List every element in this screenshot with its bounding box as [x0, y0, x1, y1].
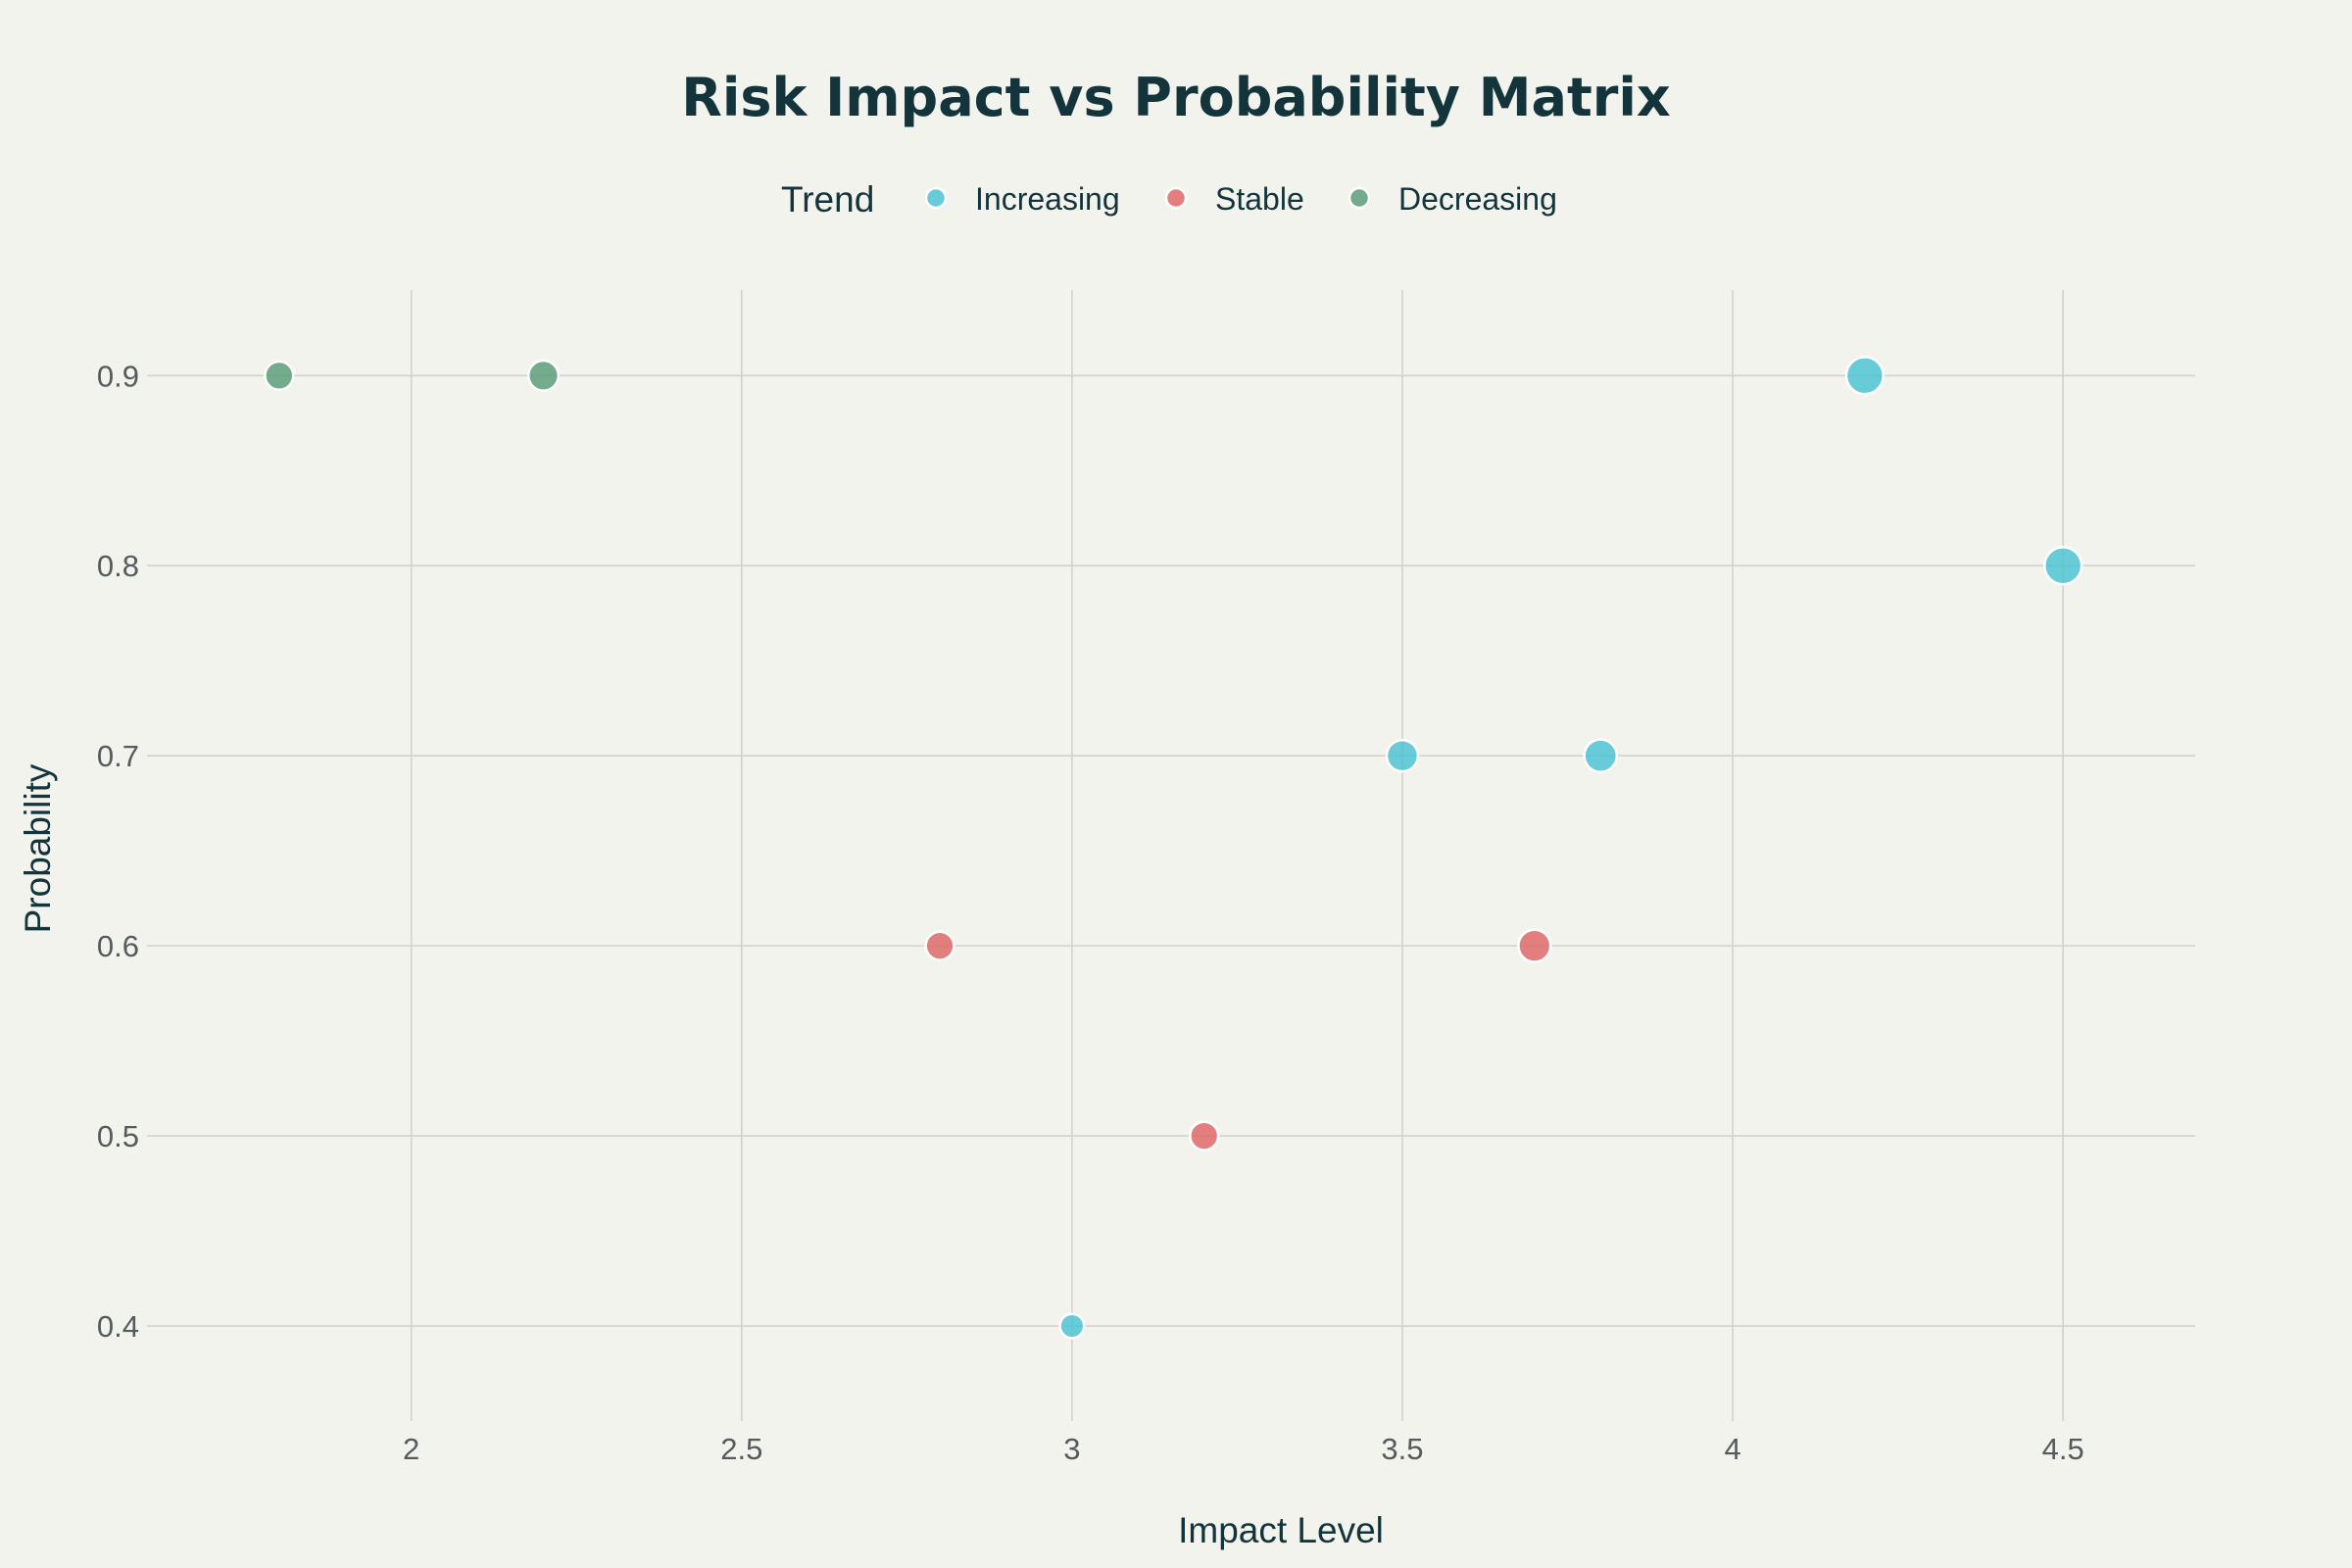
grid-layer [147, 290, 2195, 1421]
legend-item-increasing[interactable]: Increasing [924, 181, 1120, 217]
x-axis-label: Impact Level [1178, 1510, 1384, 1550]
legend-item-decreasing[interactable]: Decreasing [1348, 181, 1557, 217]
x-tick-label: 2 [403, 1432, 419, 1466]
legend-marker [924, 186, 948, 210]
y-tick-label: 0.9 [97, 359, 139, 393]
y-tick-label: 0.8 [97, 549, 139, 583]
data-point [1517, 928, 1552, 963]
legend-label: Stable [1215, 181, 1304, 217]
series-increasing [1058, 356, 2083, 1340]
legend-label: Increasing [975, 181, 1120, 217]
x-tick-label: 4 [1724, 1432, 1740, 1466]
y-axis-label: Probability [18, 763, 58, 933]
legend-marker [1348, 186, 1371, 210]
y-tick-label: 0.6 [97, 929, 139, 963]
legend-item-stable[interactable]: Stable [1164, 181, 1304, 217]
legend: Trend Increasing Stable Decreasing [781, 179, 1557, 220]
chart-title: Risk Impact vs Probability Matrix [681, 67, 1671, 128]
legend-title: Trend [781, 179, 874, 220]
data-point [1844, 356, 1886, 396]
data-point [264, 360, 295, 391]
data-point [526, 359, 561, 392]
data-point [1385, 738, 1420, 773]
data-point [924, 930, 956, 961]
data-point [1583, 738, 1619, 774]
tick-layer: 2 2.5 3 3.5 4 4.5 0.4 0.5 0.6 0.7 0.8 0.9 [97, 359, 2084, 1466]
data-point [2043, 546, 2083, 586]
x-tick-label: 4.5 [2042, 1432, 2084, 1466]
y-tick-label: 0.7 [97, 739, 139, 773]
y-tick-label: 0.5 [97, 1119, 139, 1153]
y-tick-label: 0.4 [97, 1309, 139, 1344]
legend-marker [1164, 186, 1188, 210]
x-tick-label: 3 [1063, 1432, 1080, 1466]
legend-label: Decreasing [1398, 181, 1557, 217]
series-stable [924, 928, 1552, 1152]
x-tick-label: 2.5 [720, 1432, 762, 1466]
x-tick-label: 3.5 [1381, 1432, 1423, 1466]
marker-layer [264, 356, 2083, 1340]
data-point [1058, 1312, 1086, 1340]
series-decreasing [264, 359, 561, 392]
data-point [1189, 1120, 1220, 1152]
